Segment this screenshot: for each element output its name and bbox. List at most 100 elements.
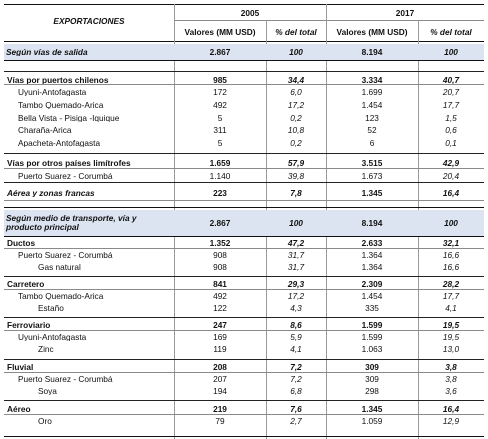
pct-2005: 7,2 (290, 361, 302, 372)
pct-2017: 1,5 (445, 112, 457, 123)
table-row: Tambo Quemado-Arica 492 17,2 1.454 17,7 (4, 290, 484, 302)
value-2017: 1.364 (361, 261, 383, 272)
row-label: Uyuni-Antofagasta (18, 332, 87, 342)
value-2017: 1.063 (361, 343, 383, 354)
pct-2005: 47,2 (287, 237, 305, 248)
pct-2017: 32,1 (442, 237, 460, 248)
pct-2017: 16,4 (442, 187, 460, 198)
pct-2005: 6,8 (290, 385, 302, 396)
pct-2005: 7,2 (290, 373, 302, 384)
pct-2017: 17,7 (442, 290, 460, 301)
value-2005: 908 (213, 261, 227, 272)
value-2005: 194 (213, 385, 227, 396)
pct-2005: 57,9 (287, 158, 305, 169)
value-2017: 298 (365, 385, 379, 396)
value-2017: 335 (365, 302, 379, 313)
row-label: Soya (38, 386, 57, 396)
group-border (4, 182, 484, 183)
table-row: Aérea y zonas francas 223 7,8 1.345 16,4 (4, 186, 484, 200)
group-border (4, 153, 484, 154)
value-2017: 3.515 (361, 158, 383, 169)
value-2017: 2.633 (361, 237, 383, 248)
pct-2017: 100 (444, 46, 458, 57)
row-label: Tambo Quemado-Arica (18, 291, 104, 301)
table-bottom-border (4, 436, 484, 437)
section-border (4, 207, 484, 208)
table-top-border (4, 4, 484, 5)
pct-2005: 39,8 (287, 170, 305, 181)
pct-2017: 19,5 (442, 331, 460, 342)
table-row: Puerto Suarez - Corumbá 1.140 39,8 1.673 20,… (4, 170, 484, 182)
pct-2017: 16,6 (442, 249, 460, 260)
pct-header-2017: % del total (430, 27, 472, 37)
value-2017: 309 (365, 373, 379, 384)
value-2005: 2.867 (209, 217, 231, 228)
value-2017: 8.194 (361, 217, 383, 228)
table-row: Fluvial 208 7,2 309 3,8 (4, 361, 484, 373)
table-row: Oro 79 2,7 1.059 12,9 (4, 415, 484, 427)
year-underline (174, 20, 484, 21)
pct-2017: 13,0 (442, 343, 460, 354)
pct-2005: 31,7 (287, 249, 305, 260)
value-2017: 1.454 (361, 290, 383, 301)
row-label: Ductos (7, 238, 36, 248)
table-row: Gas natural 908 31,7 1.364 16,6 (4, 261, 484, 273)
group-underline (4, 289, 484, 290)
row-label: Fluvial (7, 362, 34, 372)
group-underline (4, 372, 484, 373)
table-row: Ductos 1.352 47,2 2.633 32,1 (4, 237, 484, 249)
value-2005: 169 (213, 331, 227, 342)
pct-2005: 8,6 (290, 319, 302, 330)
table-row: Tambo Quemado-Arica 492 17,2 1.454 17,7 (4, 99, 484, 111)
table-row: Bella Vista - Pisiga -Iquique 5 0,2 123 1,5 (4, 112, 484, 124)
pct-2017: 42,9 (442, 158, 460, 169)
pct-2005: 4,1 (290, 343, 302, 354)
value-2005: 985 (213, 75, 227, 86)
header-bottom-border (4, 41, 484, 42)
table-row: Según medio de transporte, vía y product… (4, 210, 484, 236)
group-border (4, 400, 484, 401)
pct-2017: 20,4 (442, 170, 460, 181)
pct-2005: 17,2 (287, 99, 305, 110)
pct-2017: 28,2 (442, 278, 460, 289)
value-2005: 841 (213, 278, 227, 289)
row-label: Uyuni-Antofagasta (18, 87, 87, 97)
value-2017: 123 (365, 112, 379, 123)
value-2005: 223 (213, 187, 227, 198)
pct-2017: 3,6 (445, 385, 457, 396)
row-label: Carretero (7, 279, 45, 289)
section-border (4, 60, 484, 61)
value-2017: 1.454 (361, 99, 383, 110)
pct-2005: 29,3 (287, 278, 305, 289)
pct-2017: 16,4 (442, 403, 460, 414)
pct-2017: 0,6 (445, 124, 457, 135)
value-2017: 1.699 (361, 86, 383, 97)
row-label: Aérea y zonas francas (7, 188, 95, 198)
row-label: Oro (38, 416, 52, 426)
group-underline (4, 84, 484, 85)
value-2017: 8.194 (361, 46, 383, 57)
value-2017: 1.599 (361, 319, 383, 330)
value-2017: 1.599 (361, 331, 383, 342)
row-label: Gas natural (38, 262, 81, 272)
value-2017: 1.059 (361, 415, 383, 426)
pct-2005: 7,8 (290, 187, 302, 198)
pct-2005: 5,9 (290, 331, 302, 342)
group-underline (4, 330, 484, 331)
value-2005: 1.140 (209, 170, 231, 181)
pct-2017: 0,1 (445, 137, 457, 148)
pct-2005: 7,6 (290, 403, 302, 414)
row-label: Puerto Suarez - Corumbá (18, 250, 113, 260)
valores-header-2017: Valores (MM USD) (336, 27, 408, 37)
table-row: Vías por otros países limítrofes 1.659 57,… (4, 157, 484, 170)
table-row: Puerto Suarez - Corumbá 908 31,7 1.364 16,6 (4, 249, 484, 261)
table-row: Uyuni-Antofagasta 172 6,0 1.699 20,7 (4, 86, 484, 98)
row-label: Según vías de salida (6, 47, 88, 57)
year-2017-header: 2017 (395, 8, 415, 18)
group-border (4, 317, 484, 318)
value-2005: 5 (217, 112, 223, 123)
row-label: Según medio de transporte, vía y product… (6, 214, 137, 232)
table-row: Vías por puertos chilenos 985 34,4 3.334 40,… (4, 74, 484, 87)
row-label: Estaño (38, 303, 64, 313)
row-label: Ferroviario (7, 320, 51, 330)
